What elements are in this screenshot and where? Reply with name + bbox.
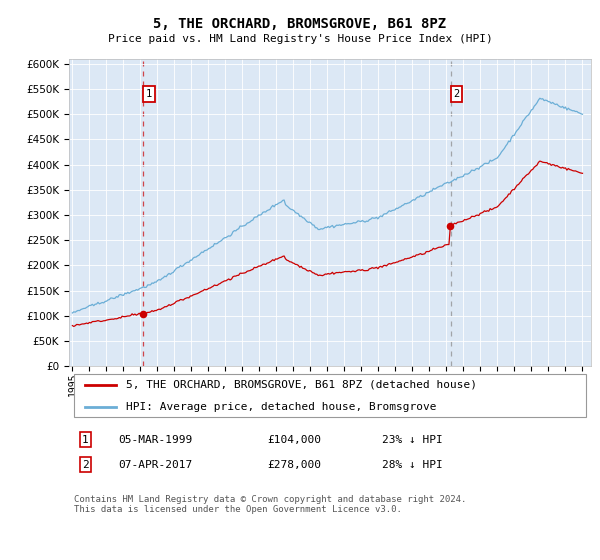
Text: 5, THE ORCHARD, BROMSGROVE, B61 8PZ (detached house): 5, THE ORCHARD, BROMSGROVE, B61 8PZ (det… (127, 380, 478, 390)
Text: 1: 1 (82, 435, 89, 445)
Text: Price paid vs. HM Land Registry's House Price Index (HPI): Price paid vs. HM Land Registry's House … (107, 34, 493, 44)
Text: 1: 1 (146, 89, 152, 99)
Text: 23% ↓ HPI: 23% ↓ HPI (382, 435, 443, 445)
Point (446, 222, 455, 231)
Text: 2: 2 (82, 460, 89, 470)
Text: 2: 2 (454, 89, 460, 99)
Text: £278,000: £278,000 (268, 460, 322, 470)
FancyBboxPatch shape (74, 374, 586, 418)
Text: 07-APR-2017: 07-APR-2017 (119, 460, 193, 470)
Text: Contains HM Land Registry data © Crown copyright and database right 2024.
This d: Contains HM Land Registry data © Crown c… (74, 494, 467, 514)
Text: 28% ↓ HPI: 28% ↓ HPI (382, 460, 443, 470)
Text: 5, THE ORCHARD, BROMSGROVE, B61 8PZ: 5, THE ORCHARD, BROMSGROVE, B61 8PZ (154, 16, 446, 30)
Point (139, 309, 148, 318)
Text: 05-MAR-1999: 05-MAR-1999 (119, 435, 193, 445)
Text: HPI: Average price, detached house, Bromsgrove: HPI: Average price, detached house, Brom… (127, 402, 437, 412)
Text: £104,000: £104,000 (268, 435, 322, 445)
